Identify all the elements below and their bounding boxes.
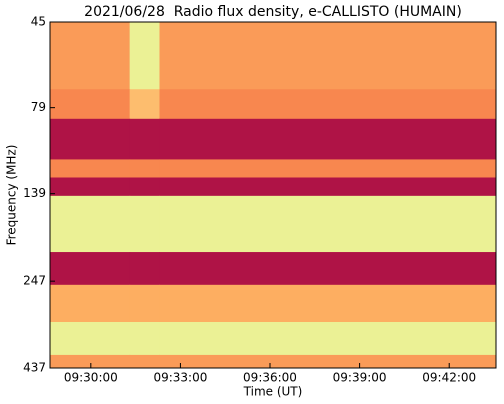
heat-cell [129, 354, 161, 369]
y-tick-label: 139 [23, 186, 46, 200]
heat-cell [129, 284, 161, 323]
heat-cell [50, 321, 131, 356]
chart-title: 2021/06/28 Radio flux density, e-CALLIST… [84, 4, 462, 20]
heat-cell [50, 159, 131, 178]
heat-cell [129, 195, 161, 253]
x-tick-label: 09:33:00 [153, 371, 207, 385]
heat-cell [159, 22, 497, 90]
y-tick-label: 247 [23, 274, 46, 288]
y-tick-label: 437 [23, 361, 46, 375]
heat-cell [159, 252, 497, 286]
heat-cell [50, 22, 131, 90]
heat-cell [159, 195, 497, 253]
x-tick-label: 09:30:00 [64, 371, 118, 385]
heat-cell [159, 89, 497, 120]
heat-cell [159, 159, 497, 178]
heat-cell [129, 159, 161, 178]
y-axis-label: Frequency (MHz) [5, 145, 19, 246]
x-tick-label: 09:39:00 [333, 371, 387, 385]
heat-cell [50, 118, 131, 160]
heat-cell [50, 354, 131, 369]
x-tick-label: 09:42:00 [422, 371, 476, 385]
y-tick-label: 45 [31, 15, 46, 29]
heat-cell [129, 22, 161, 90]
heat-cell [50, 252, 131, 286]
heat-cell [129, 89, 161, 120]
heat-cell [159, 118, 497, 160]
heat-cell [50, 195, 131, 253]
heat-cell [50, 177, 131, 197]
heat-cell [129, 118, 161, 160]
heat-cell [129, 177, 161, 197]
x-axis-label: Time (UT) [243, 385, 303, 399]
heat-cell [159, 321, 497, 356]
x-tick-label: 09:36:00 [243, 371, 297, 385]
heat-cell [129, 252, 161, 286]
plot-frame [49, 21, 497, 369]
heat-cell [50, 284, 131, 323]
heat-cell [159, 354, 497, 369]
heat-cell [50, 89, 131, 120]
y-tick-label: 79 [31, 100, 46, 114]
heat-cell [129, 321, 161, 356]
heat-cell [159, 284, 497, 323]
heat-cell [159, 177, 497, 197]
